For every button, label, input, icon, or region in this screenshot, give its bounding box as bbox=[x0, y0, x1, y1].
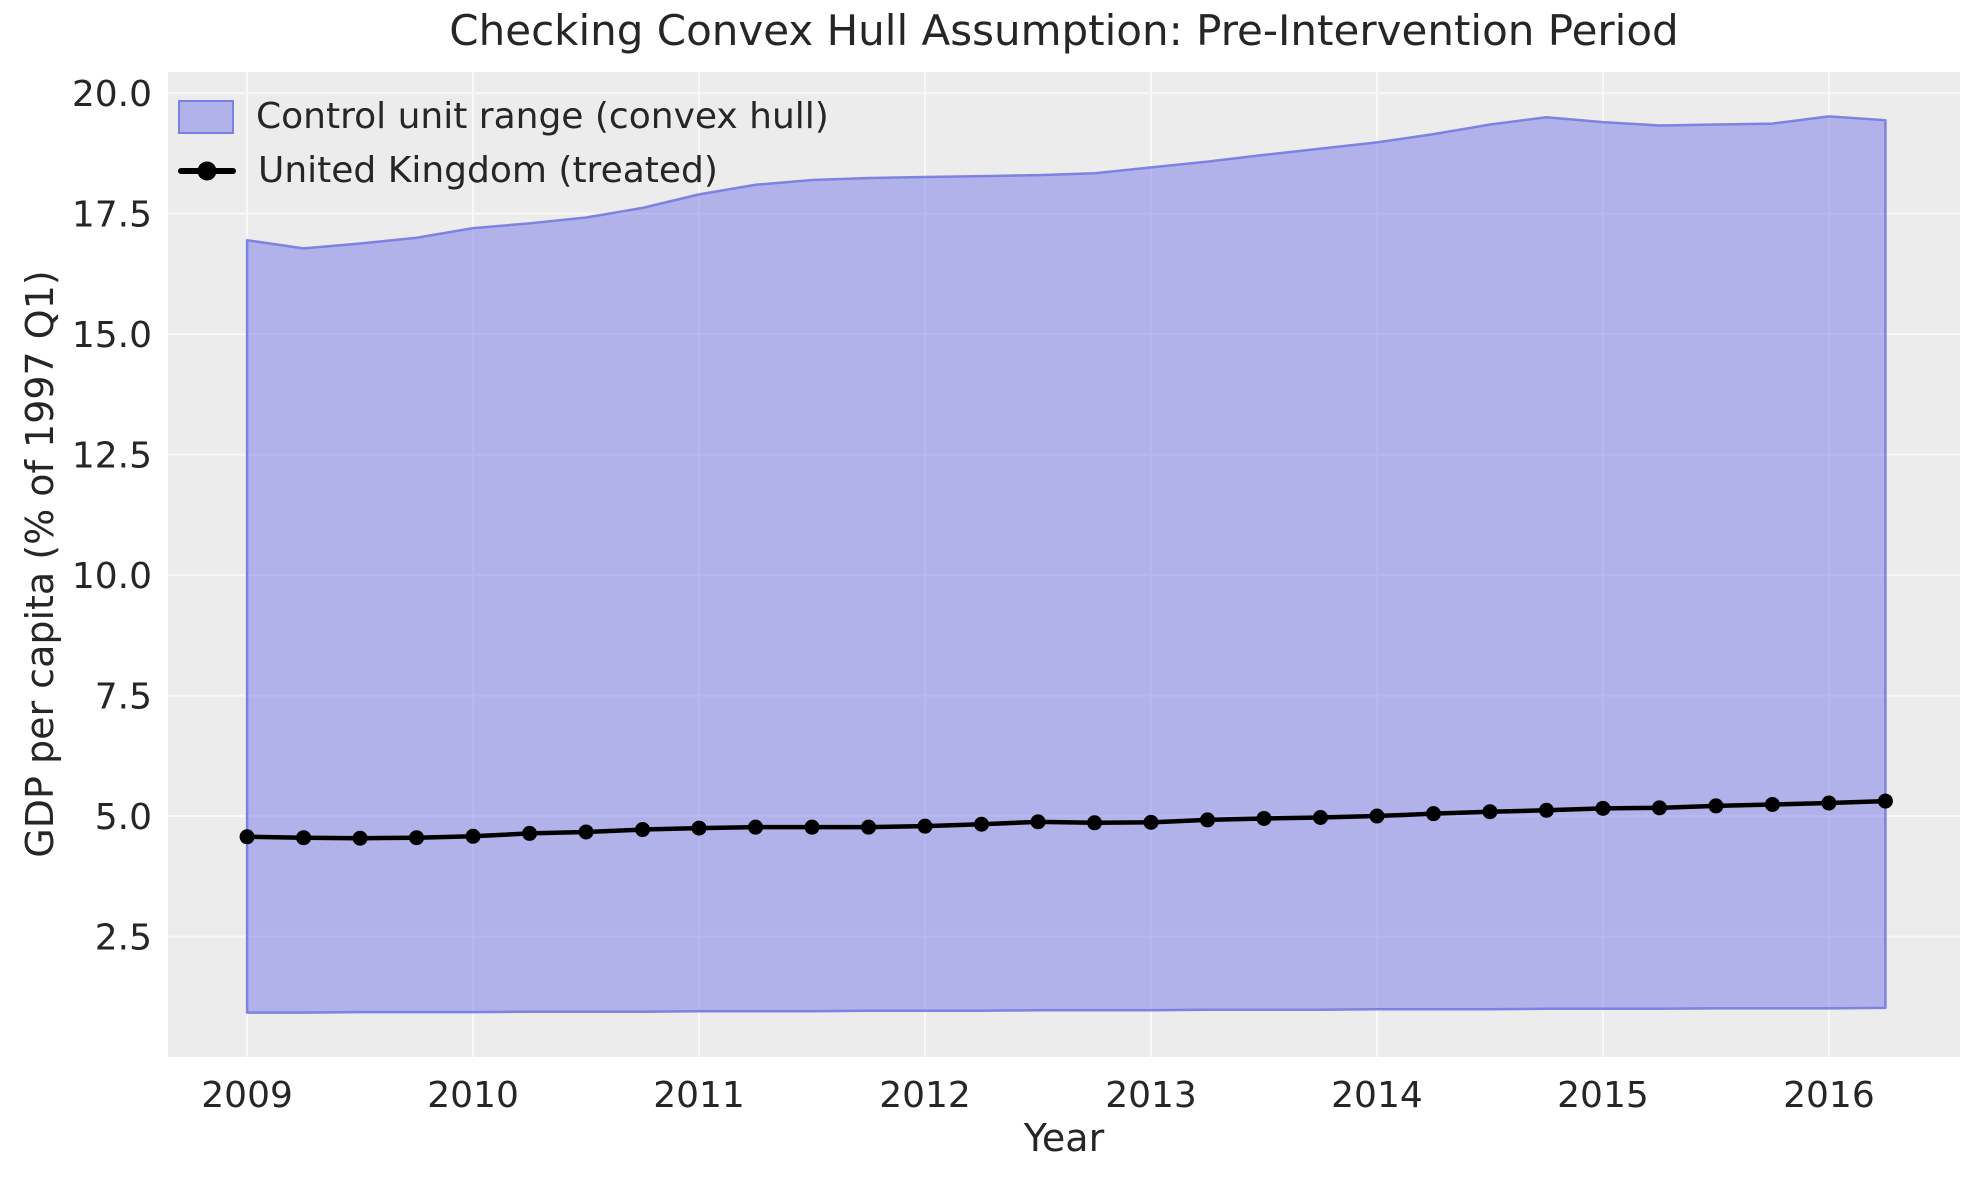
legend-item-control-range: Control unit range (convex hull) bbox=[178, 96, 829, 137]
uk-point bbox=[409, 830, 425, 846]
uk-point bbox=[1764, 796, 1780, 812]
x-tick-label: 2011 bbox=[653, 1075, 745, 1116]
uk-point bbox=[1030, 814, 1046, 830]
x-tick-label: 2013 bbox=[1105, 1075, 1197, 1116]
uk-point bbox=[1087, 815, 1103, 831]
y-tick-label: 7.5 bbox=[95, 677, 152, 718]
uk-point bbox=[465, 828, 481, 844]
x-tick-label: 2016 bbox=[1783, 1075, 1875, 1116]
y-tick-label: 12.5 bbox=[72, 436, 152, 477]
uk-point bbox=[239, 829, 255, 845]
x-tick-label: 2015 bbox=[1557, 1075, 1649, 1116]
y-tick-label: 17.5 bbox=[72, 195, 152, 236]
uk-point bbox=[1143, 814, 1159, 830]
uk-point bbox=[1708, 798, 1724, 814]
y-tick-label: 5.0 bbox=[95, 797, 152, 838]
uk-point bbox=[917, 818, 933, 834]
uk-point bbox=[691, 820, 707, 836]
legend-label-united-kingdom: United Kingdom (treated) bbox=[258, 150, 718, 191]
uk-point bbox=[1651, 800, 1667, 816]
uk-point bbox=[804, 819, 820, 835]
y-axis-label: GDP per capita (% of 1997 Q1) bbox=[18, 270, 62, 858]
uk-point bbox=[748, 819, 764, 835]
legend: Control unit range (convex hull) United … bbox=[178, 96, 829, 191]
uk-point bbox=[974, 816, 990, 832]
uk-point bbox=[296, 830, 312, 846]
area-swatch-icon bbox=[178, 99, 234, 134]
x-tick-label: 2014 bbox=[1331, 1075, 1423, 1116]
uk-point bbox=[1312, 809, 1328, 825]
uk-point bbox=[1256, 810, 1272, 826]
y-tick-label: 15.0 bbox=[72, 315, 152, 356]
x-tick-label: 2009 bbox=[201, 1075, 293, 1116]
x-tick-label: 2010 bbox=[427, 1075, 519, 1116]
y-tick-label: 20.0 bbox=[72, 74, 152, 115]
uk-point bbox=[1425, 806, 1441, 822]
x-axis-label: Year bbox=[1023, 1116, 1105, 1160]
uk-point bbox=[1482, 804, 1498, 820]
uk-point bbox=[1369, 808, 1385, 824]
control-range-area bbox=[245, 115, 1887, 1014]
uk-point bbox=[635, 822, 651, 838]
uk-point bbox=[1595, 800, 1611, 816]
legend-label-control-range: Control unit range (convex hull) bbox=[256, 96, 829, 137]
line-marker-icon bbox=[178, 161, 236, 180]
uk-point bbox=[861, 819, 877, 835]
x-tick-label: 2012 bbox=[879, 1075, 971, 1116]
uk-point bbox=[352, 830, 368, 846]
uk-point bbox=[1821, 795, 1837, 811]
legend-item-united-kingdom: United Kingdom (treated) bbox=[178, 150, 829, 191]
uk-point bbox=[1877, 793, 1893, 809]
uk-point bbox=[1538, 802, 1554, 818]
uk-line bbox=[247, 798, 1886, 841]
uk-point bbox=[522, 825, 538, 841]
chart-title: Checking Convex Hull Assumption: Pre-Int… bbox=[449, 6, 1679, 55]
uk-point bbox=[1199, 812, 1215, 828]
y-tick-label: 2.5 bbox=[95, 918, 152, 959]
y-tick-label: 10.0 bbox=[72, 556, 152, 597]
uk-point bbox=[578, 824, 594, 840]
